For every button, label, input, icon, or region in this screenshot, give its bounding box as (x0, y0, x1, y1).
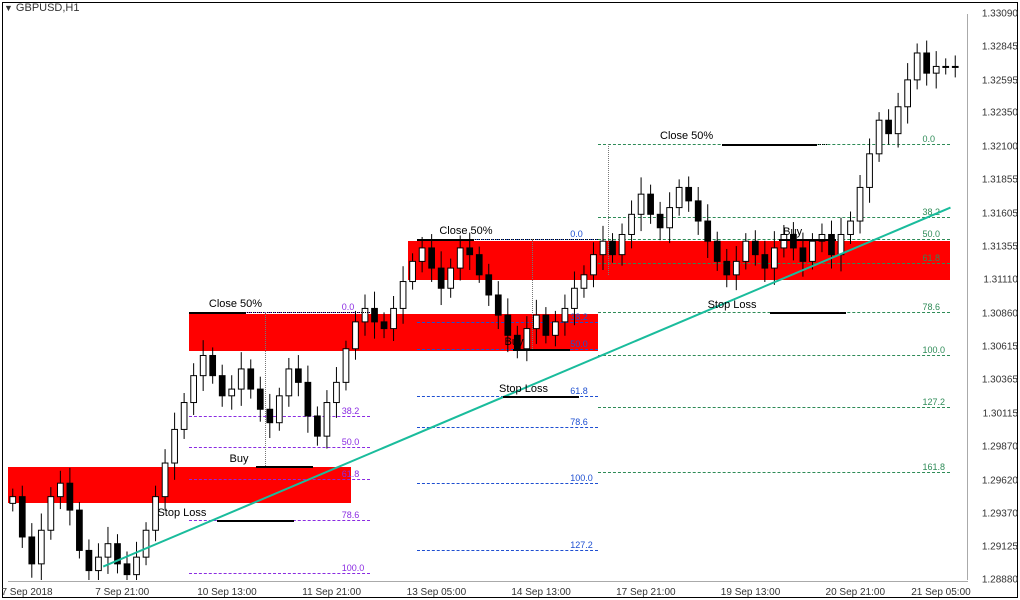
projection-line (532, 239, 533, 349)
trade-marker (256, 466, 313, 468)
trade-label: Close 50% (439, 225, 492, 237)
trendline (8, 14, 960, 580)
dropdown-icon[interactable]: ▼ (4, 3, 13, 13)
trade-marker (770, 312, 846, 314)
x-axis: 7 Sep 20187 Sep 21:0010 Sep 13:0011 Sep … (8, 581, 968, 600)
y-tick: 1.32595 (982, 75, 1018, 86)
trade-marker (217, 520, 293, 522)
projection-line (265, 312, 266, 465)
x-tick: 7 Sep 2018 (1, 587, 52, 598)
trade-label: Stop Loss (708, 299, 757, 311)
x-tick: 17 Sep 21:00 (616, 587, 676, 598)
y-tick: 1.32100 (982, 142, 1018, 153)
trade-label: Buy (505, 336, 524, 348)
y-tick: 1.31355 (982, 242, 1018, 253)
y-tick: 1.29620 (982, 475, 1018, 486)
trade-label: Close 50% (660, 130, 713, 142)
trade-marker (513, 349, 570, 351)
chart-plot[interactable]: 0.038.250.061.878.6100.00.038.250.061.87… (8, 14, 960, 580)
y-tick: 1.30615 (982, 341, 1018, 352)
x-tick: 19 Sep 13:00 (721, 587, 781, 598)
x-tick: 7 Sep 21:00 (95, 587, 149, 598)
y-tick: 1.30365 (982, 375, 1018, 386)
symbol-label: GBPUSD,H1 (16, 2, 80, 14)
y-tick: 1.31110 (983, 275, 1018, 286)
x-tick: 13 Sep 05:00 (407, 587, 467, 598)
chart-title: ▼GBPUSD,H1 (4, 2, 80, 14)
trade-marker (503, 396, 579, 398)
target-line (417, 239, 598, 240)
trade-label: Buy (783, 226, 802, 238)
y-axis: 1.330901.328451.325951.323501.321001.318… (967, 14, 1020, 580)
y-tick: 1.30115 (983, 408, 1018, 419)
x-tick: 14 Sep 13:00 (511, 587, 571, 598)
y-tick: 1.30860 (982, 308, 1018, 319)
trade-label: Stop Loss (499, 383, 548, 395)
trade-label: Stop Loss (157, 507, 206, 519)
trade-label: Close 50% (209, 298, 262, 310)
trade-marker (779, 239, 836, 241)
y-tick: 1.33090 (982, 9, 1018, 20)
projection-line (608, 144, 609, 274)
y-tick: 1.32845 (982, 41, 1018, 52)
target-line (189, 312, 370, 313)
x-tick: 11 Sep 21:00 (302, 587, 361, 598)
x-tick: 21 Sep 05:00 (911, 587, 971, 598)
y-tick: 1.29370 (982, 509, 1018, 520)
y-tick: 1.32350 (982, 108, 1018, 119)
y-tick: 1.31855 (982, 175, 1018, 186)
y-tick: 1.29870 (982, 441, 1018, 452)
x-tick: 10 Sep 13:00 (197, 587, 257, 598)
target-line (722, 144, 827, 145)
trade-label: Buy (230, 453, 249, 465)
y-tick: 1.29125 (982, 542, 1018, 553)
y-tick: 1.31605 (982, 208, 1018, 219)
y-tick: 1.28880 (982, 575, 1018, 586)
x-tick: 20 Sep 21:00 (826, 587, 886, 598)
